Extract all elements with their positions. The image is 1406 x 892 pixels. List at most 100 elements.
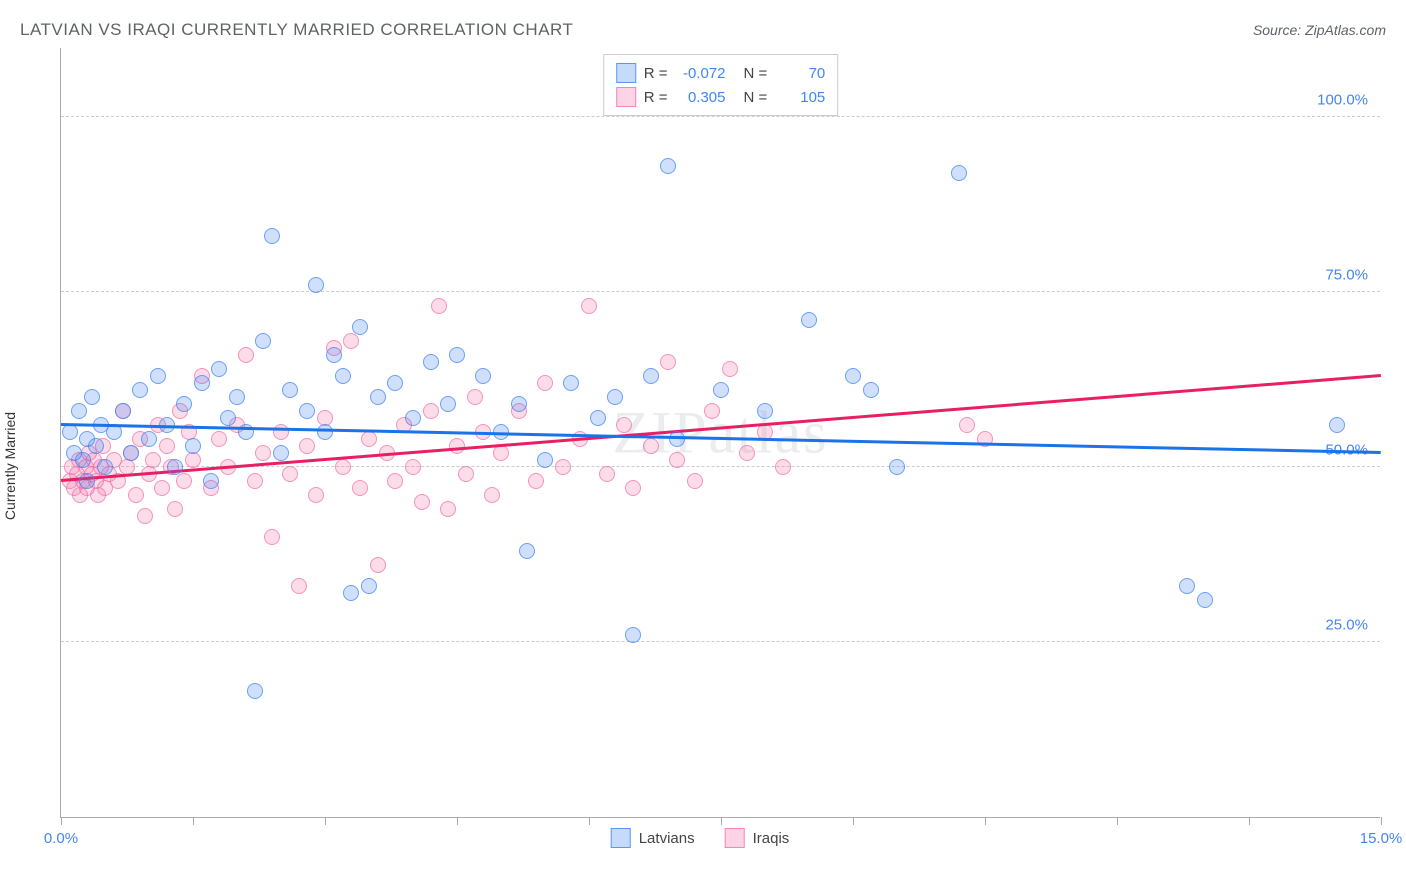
scatter-point	[555, 459, 571, 475]
gridline-h	[61, 641, 1380, 642]
scatter-point	[71, 403, 87, 419]
scatter-point	[159, 438, 175, 454]
scatter-point	[722, 361, 738, 377]
y-tick-label: 75.0%	[1321, 267, 1372, 284]
scatter-point	[308, 487, 324, 503]
scatter-point	[291, 578, 307, 594]
y-axis-label: Currently Married	[2, 412, 18, 520]
scatter-point	[423, 354, 439, 370]
scatter-point	[167, 459, 183, 475]
scatter-point	[137, 508, 153, 524]
scatter-point	[493, 445, 509, 461]
legend-r-value: -0.072	[676, 65, 726, 82]
scatter-point	[185, 438, 201, 454]
scatter-point	[1329, 417, 1345, 433]
legend-row: R =0.305N =105	[616, 85, 826, 109]
scatter-point	[238, 347, 254, 363]
legend-swatch-icon	[611, 828, 631, 848]
scatter-point	[581, 298, 597, 314]
scatter-point	[361, 578, 377, 594]
x-tick	[721, 817, 722, 825]
legend-n-label: N =	[744, 89, 768, 106]
scatter-point	[255, 445, 271, 461]
x-tick	[457, 817, 458, 825]
legend-correlation: R = -0.072 N = 70 R =0.305N =105	[603, 54, 839, 116]
scatter-point	[370, 389, 386, 405]
scatter-point	[431, 298, 447, 314]
scatter-point	[669, 431, 685, 447]
scatter-point	[247, 683, 263, 699]
scatter-point	[247, 473, 263, 489]
scatter-point	[370, 557, 386, 573]
scatter-point	[154, 480, 170, 496]
scatter-point	[335, 368, 351, 384]
scatter-point	[537, 375, 553, 391]
scatter-point	[449, 347, 465, 363]
scatter-point	[176, 473, 192, 489]
scatter-point	[308, 277, 324, 293]
scatter-point	[440, 501, 456, 517]
scatter-point	[387, 375, 403, 391]
scatter-point	[326, 347, 342, 363]
scatter-point	[387, 473, 403, 489]
scatter-point	[203, 473, 219, 489]
scatter-point	[220, 410, 236, 426]
scatter-point	[616, 417, 632, 433]
x-tick-label: 15.0%	[1360, 830, 1403, 847]
scatter-point	[423, 403, 439, 419]
scatter-point	[79, 473, 95, 489]
x-tick	[1117, 817, 1118, 825]
scatter-point	[625, 627, 641, 643]
scatter-point	[475, 368, 491, 384]
scatter-point	[845, 368, 861, 384]
scatter-point	[599, 466, 615, 482]
legend-swatch-icon	[616, 63, 636, 83]
scatter-point	[775, 459, 791, 475]
scatter-point	[317, 424, 333, 440]
scatter-point	[959, 417, 975, 433]
legend-row: R =-0.072N =70	[616, 61, 826, 85]
scatter-point	[361, 431, 377, 447]
x-tick	[985, 817, 986, 825]
scatter-point	[458, 466, 474, 482]
scatter-point	[704, 403, 720, 419]
scatter-point	[75, 452, 91, 468]
scatter-point	[211, 361, 227, 377]
chart-header: LATVIAN VS IRAQI CURRENTLY MARRIED CORRE…	[20, 20, 1386, 40]
legend-r-label: R =	[644, 89, 668, 106]
legend-series-item: Latvians	[611, 828, 695, 848]
scatter-point	[660, 158, 676, 174]
x-tick	[589, 817, 590, 825]
scatter-point	[563, 375, 579, 391]
legend-n-value: 70	[775, 65, 825, 82]
scatter-point	[299, 403, 315, 419]
scatter-point	[229, 389, 245, 405]
scatter-point	[62, 424, 78, 440]
scatter-point	[255, 333, 271, 349]
x-tick	[193, 817, 194, 825]
scatter-point	[440, 396, 456, 412]
scatter-point	[185, 452, 201, 468]
scatter-point	[801, 312, 817, 328]
scatter-point	[951, 165, 967, 181]
scatter-point	[264, 529, 280, 545]
scatter-point	[150, 368, 166, 384]
scatter-point	[282, 466, 298, 482]
scatter-point	[590, 410, 606, 426]
scatter-point	[123, 445, 139, 461]
chart-container: Currently Married ZIPatlas R =-0.072N =7…	[20, 48, 1380, 868]
scatter-point	[1179, 578, 1195, 594]
scatter-point	[537, 452, 553, 468]
y-tick-label: 25.0%	[1321, 617, 1372, 634]
legend-series-label: Latvians	[639, 830, 695, 847]
scatter-point	[1197, 592, 1213, 608]
legend-r-label: R =	[644, 65, 668, 82]
scatter-point	[414, 494, 430, 510]
scatter-point	[607, 389, 623, 405]
scatter-point	[713, 382, 729, 398]
scatter-point	[405, 410, 421, 426]
scatter-point	[687, 473, 703, 489]
scatter-point	[97, 459, 113, 475]
scatter-point	[484, 487, 500, 503]
scatter-point	[669, 452, 685, 468]
